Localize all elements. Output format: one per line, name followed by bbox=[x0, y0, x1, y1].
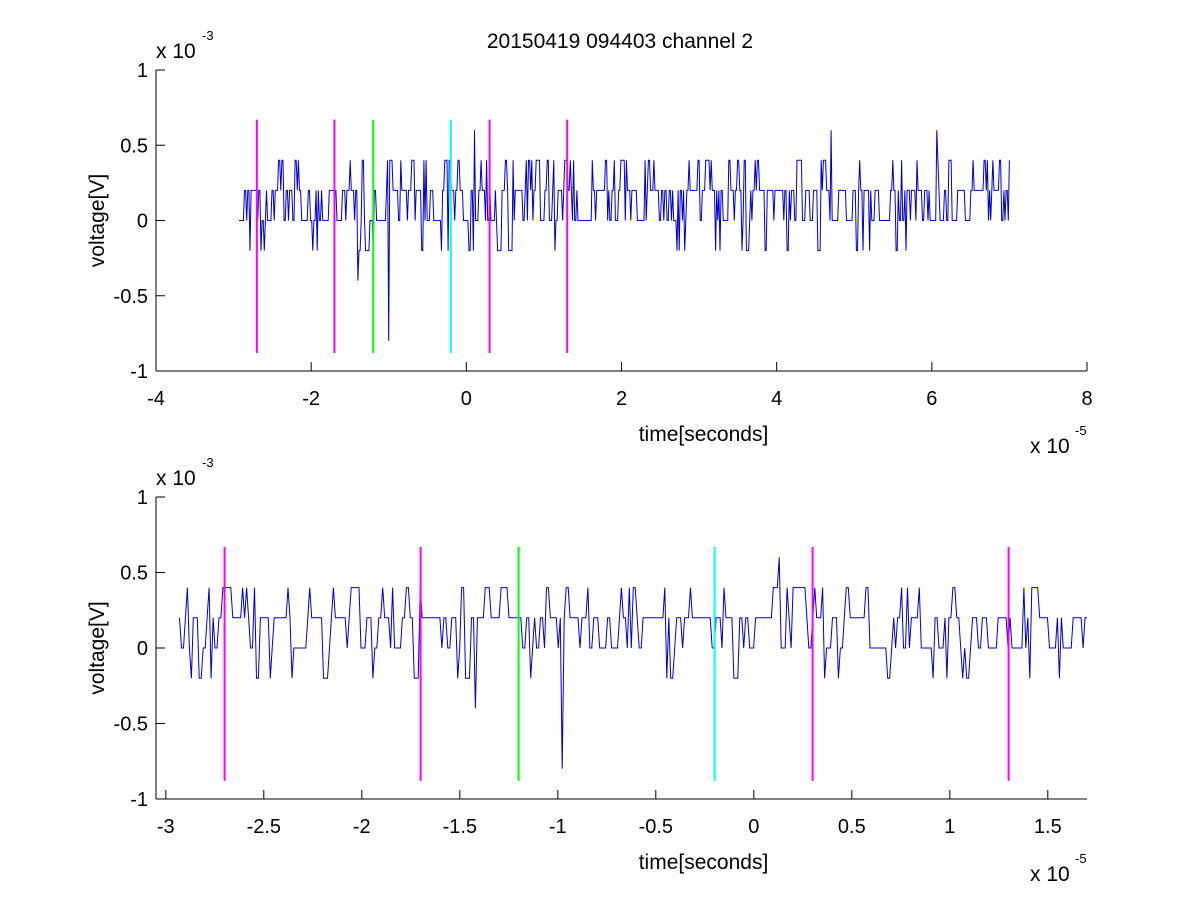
x-tick-label: 2 bbox=[616, 388, 627, 410]
x-tick-label: 4 bbox=[771, 388, 782, 410]
voltage-trace bbox=[239, 130, 1010, 341]
y-multiplier-base: x 10 bbox=[156, 467, 196, 490]
x-tick-label: -1 bbox=[549, 816, 567, 838]
x-tick-label: 0 bbox=[748, 816, 759, 838]
y-axis-title: voltage[V] bbox=[86, 174, 109, 267]
x-tick-label: -2.5 bbox=[247, 816, 281, 838]
x-tick-label: -2 bbox=[353, 816, 371, 838]
y-tick-label: -1 bbox=[130, 361, 148, 383]
x-tick-label: 0 bbox=[461, 388, 472, 410]
top-plot: -4 -2 0 2 4 6 8 1 0.5 0 -0.5 -1 time[seconds] voltage… bbox=[86, 28, 1093, 458]
x-tick-label: 8 bbox=[1081, 388, 1092, 410]
x-tick-label: -1.5 bbox=[443, 816, 477, 838]
x-axis-title: time[seconds] bbox=[639, 851, 769, 874]
y-tick-label: 1 bbox=[137, 487, 148, 509]
x-tick-label: -4 bbox=[147, 388, 165, 410]
x-multiplier-exponent: -5 bbox=[1075, 423, 1087, 438]
x-multiplier-base: x 10 bbox=[1030, 863, 1070, 886]
x-tick-label: -3 bbox=[157, 816, 175, 838]
x-tick-label: 1 bbox=[944, 816, 955, 838]
y-tick-label: -1 bbox=[130, 789, 148, 811]
y-tick-label: 0 bbox=[137, 211, 148, 233]
y-tick-label: -0.5 bbox=[114, 714, 148, 736]
x-tick-label: 6 bbox=[926, 388, 937, 410]
x-tick-label: -0.5 bbox=[639, 816, 673, 838]
voltage-trace bbox=[179, 557, 1087, 769]
y-multiplier-exponent: -3 bbox=[202, 455, 214, 470]
x-tick-label: 0.5 bbox=[838, 816, 866, 838]
y-tick-label: 0.5 bbox=[120, 135, 148, 157]
figure-title: 20150419 094403 channel 2 bbox=[487, 30, 753, 53]
y-tick-label: 1 bbox=[137, 60, 148, 82]
bottom-plot: -3 -2.5 -2 -1.5 -1 -0.5 0 0.5 1 1.5 1 0.5 0 -0.5 -1 tim… bbox=[86, 455, 1087, 886]
y-multiplier-exponent: -3 bbox=[202, 28, 214, 43]
y-axis-title: voltage[V] bbox=[86, 601, 109, 694]
x-multiplier-exponent: -5 bbox=[1075, 851, 1087, 866]
y-tick-label: 0.5 bbox=[120, 563, 148, 585]
x-axis-title: time[seconds] bbox=[639, 423, 769, 446]
y-tick-label: -0.5 bbox=[114, 286, 148, 308]
x-tick-label: -2 bbox=[302, 388, 320, 410]
y-multiplier-base: x 10 bbox=[156, 40, 196, 63]
x-multiplier-base: x 10 bbox=[1030, 435, 1070, 458]
y-tick-label: 0 bbox=[137, 638, 148, 660]
x-tick-label: 1.5 bbox=[1034, 816, 1062, 838]
